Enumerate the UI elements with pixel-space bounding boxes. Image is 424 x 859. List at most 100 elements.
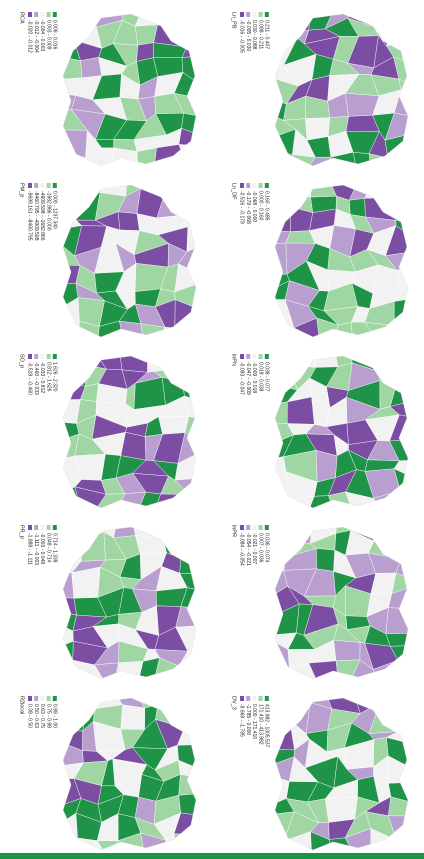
region — [275, 401, 288, 425]
legend-label: 413.982 - 1305.537 — [263, 704, 269, 748]
region — [391, 320, 408, 337]
legend-swatch — [40, 696, 45, 701]
map-panel: lnPN-0.093 - -0.047 -0.047 - -0.009 -0.009… — [231, 354, 409, 509]
region — [286, 396, 315, 425]
region — [63, 17, 77, 41]
map-panel: PM_p-9699.161 - -8460.795 -8460.795 - -49… — [19, 183, 197, 338]
region — [63, 318, 80, 337]
legend-label: -0.460 - -0.033 — [33, 362, 39, 395]
region — [63, 707, 88, 732]
region — [76, 14, 97, 28]
map — [274, 697, 409, 851]
map-outline — [62, 13, 197, 167]
region — [120, 704, 145, 730]
region — [396, 660, 408, 679]
region — [80, 57, 103, 79]
map-panel: R2local 0.38 - 0.50 0.50 - 0.63 0.63 - 0.75… — [19, 696, 197, 851]
region — [178, 659, 196, 679]
region — [287, 496, 315, 508]
legend-swatch — [46, 525, 51, 530]
region — [395, 197, 408, 221]
legend-label: -0.518 - -0.460 — [27, 362, 33, 395]
region — [117, 211, 140, 231]
regions — [275, 527, 408, 679]
legend-label: 0.88 - 1.00 — [51, 704, 57, 728]
region — [387, 532, 408, 559]
legend-title: DV_3 — [231, 696, 237, 710]
region — [379, 698, 393, 711]
regions — [275, 14, 408, 166]
region — [398, 78, 408, 95]
legend-swatch — [240, 525, 244, 530]
legend-label: -1.785 - 0.000 — [245, 704, 251, 735]
legend-label: 0.160 - 0.485 — [263, 191, 269, 221]
region — [275, 708, 297, 726]
region — [275, 471, 288, 500]
region — [275, 185, 300, 201]
region — [179, 368, 196, 383]
region — [63, 572, 75, 599]
legend-swatch — [240, 12, 244, 17]
legend-label: 0.003 - 0.009 — [45, 20, 51, 50]
region — [176, 356, 196, 374]
region — [63, 129, 88, 158]
map-panel: lnPR-0.084 - -0.054 -0.054 - -0.021 -0.021… — [231, 525, 409, 680]
region — [275, 719, 295, 751]
legend-label: -0.179 - -0.068 — [245, 191, 251, 224]
region — [175, 527, 196, 536]
region — [172, 185, 196, 202]
legend-swatch — [34, 696, 39, 701]
legend-swatch — [52, 183, 57, 188]
region — [315, 450, 338, 483]
region — [172, 200, 196, 216]
region — [392, 490, 408, 508]
legend-swatch — [40, 525, 45, 530]
legend-title: RCA — [19, 12, 25, 24]
legend-swatch — [40, 183, 45, 188]
legend-swatch — [246, 12, 251, 17]
legend-label: -4909.598 - -1682.866 — [39, 191, 45, 241]
region — [136, 147, 157, 166]
region — [386, 701, 408, 732]
region — [385, 356, 408, 374]
region — [132, 527, 164, 538]
legend-label: -0.068 - 0.000 — [251, 191, 257, 222]
region — [63, 597, 77, 616]
region — [275, 356, 293, 372]
region — [135, 535, 167, 555]
legend-label: 0.000 - 1237.340 — [51, 191, 57, 229]
region — [396, 828, 408, 850]
region — [63, 640, 74, 665]
map — [62, 13, 197, 167]
legend-swatch — [40, 12, 45, 17]
map — [274, 355, 409, 509]
region — [179, 554, 196, 575]
legend-label: -0.093 - -0.047 — [239, 362, 245, 395]
map — [62, 526, 197, 680]
region — [184, 703, 196, 729]
region — [376, 356, 391, 372]
map-outline — [274, 184, 409, 338]
legend-label: -0.020 - -0.012 — [27, 20, 33, 53]
legend-swatch — [258, 354, 263, 359]
regions — [63, 527, 196, 679]
map — [274, 13, 409, 167]
legend-label: 0.088 - 0.211 — [257, 20, 263, 49]
map-panel: RCA-0.020 - -0.012 -0.012 - -0.004 -0.004 … — [19, 12, 197, 167]
region — [63, 399, 81, 424]
legend-title: Ln_PB — [231, 12, 237, 29]
legend-swatch — [46, 354, 51, 359]
regions — [275, 698, 408, 850]
legend-swatch — [240, 354, 244, 359]
region — [275, 456, 287, 475]
region — [85, 356, 107, 370]
legend-label: 0.048 - 0.714 — [45, 533, 51, 563]
region — [158, 416, 189, 435]
map — [62, 184, 197, 338]
legend-swatch — [252, 183, 257, 188]
legend-swatch — [34, 525, 39, 530]
legend-swatch — [252, 525, 257, 530]
map-outline — [274, 13, 409, 167]
legend-swatch — [246, 354, 251, 359]
